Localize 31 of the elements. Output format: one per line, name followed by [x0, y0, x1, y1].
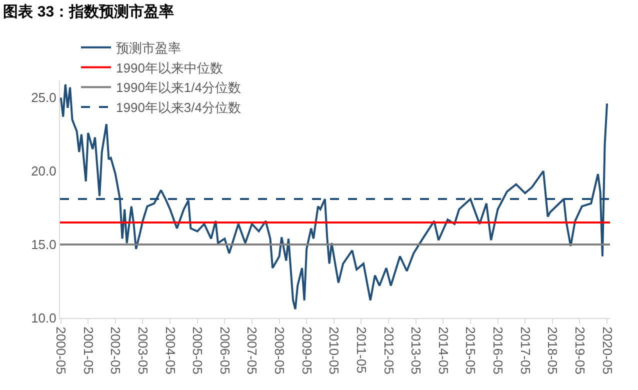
x-tick-label: 2005-05: [190, 326, 206, 374]
x-tick-label: 2006-05: [217, 326, 232, 374]
legend-label: 预测市盈率: [116, 40, 181, 56]
x-tick-label: 2008-05: [272, 326, 288, 374]
x-tick-label: 2013-05: [408, 326, 424, 374]
x-tick-label: 2016-05: [490, 326, 506, 374]
legend-label: 1990年以来1/4分位数: [116, 80, 241, 96]
x-tick-label: 2010-05: [326, 326, 342, 374]
x-tick-label: 2020-05: [600, 326, 615, 374]
y-tick-label: 10.0: [31, 310, 56, 326]
x-tick-label: 2009-05: [299, 326, 314, 374]
legend-label: 1990年以来中位数: [116, 60, 223, 76]
x-tick-label: 2003-05: [135, 326, 150, 374]
chart-title: 图表 33：指数预测市盈率: [3, 2, 174, 20]
x-tick-label: 2015-05: [463, 326, 478, 374]
line-series: [60, 83, 608, 310]
x-tick-label: 2014-05: [436, 326, 451, 374]
x-tick-label: 2018-05: [545, 326, 560, 374]
x-tick-label: 2017-05: [518, 326, 533, 374]
legend-label: 1990年以来3/4分位数: [116, 100, 241, 116]
x-tick-label: 2012-05: [381, 326, 396, 374]
x-tick-label: 2000-05: [54, 326, 69, 374]
x-tick-label: 2004-05: [162, 326, 178, 374]
y-tick-label: 25.0: [31, 90, 56, 106]
x-tick-label: 2001-05: [80, 326, 96, 374]
x-tick-label: 2011-05: [354, 326, 369, 374]
y-tick-label: 20.0: [31, 164, 56, 179]
x-tick-label: 2007-05: [244, 326, 260, 374]
x-tick-label: 2002-05: [108, 326, 124, 374]
x-tick-label: 2019-05: [572, 326, 588, 374]
y-tick-label: 15.0: [31, 237, 56, 252]
